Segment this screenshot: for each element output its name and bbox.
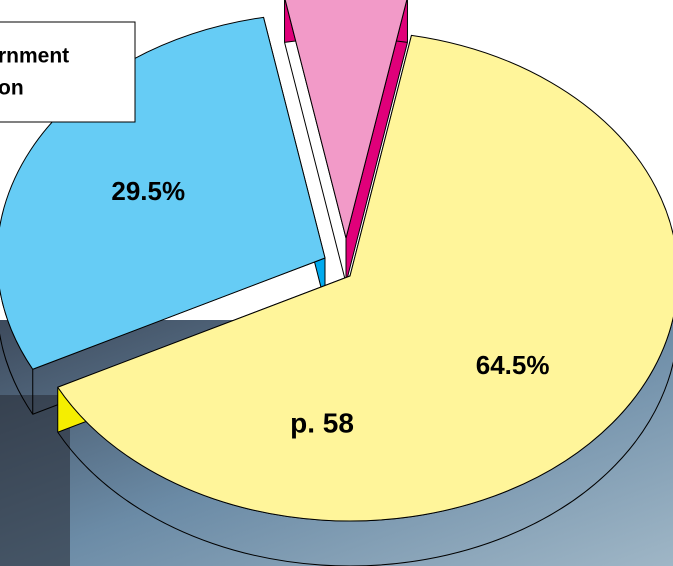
data-label: 64.5% xyxy=(476,350,550,380)
slice xyxy=(284,0,408,239)
page-annotation: p. 58 xyxy=(290,407,354,438)
data-label: 29.5% xyxy=(111,176,185,206)
legend-text: on xyxy=(0,77,24,100)
slice xyxy=(57,34,673,522)
legend-box xyxy=(0,21,136,123)
legend-text: rnment xyxy=(0,45,69,68)
